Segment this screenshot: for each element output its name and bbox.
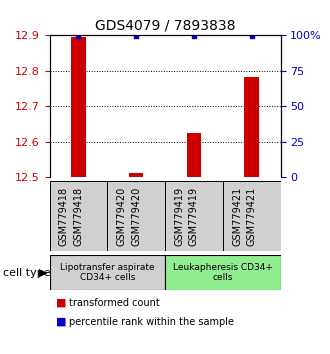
Text: GSM779418: GSM779418 xyxy=(73,186,83,246)
Text: GSM779419: GSM779419 xyxy=(189,186,199,246)
Bar xyxy=(187,133,201,177)
Bar xyxy=(165,181,223,251)
Bar xyxy=(129,173,143,177)
Text: GSM779420: GSM779420 xyxy=(117,186,127,246)
Text: ▶: ▶ xyxy=(39,268,47,278)
Bar xyxy=(165,255,280,290)
Text: transformed count: transformed count xyxy=(69,298,160,308)
Text: ■: ■ xyxy=(56,317,67,327)
Text: GSM779421: GSM779421 xyxy=(247,186,257,246)
Point xyxy=(249,33,254,39)
Point xyxy=(76,33,81,39)
Text: Lipotransfer aspirate
CD34+ cells: Lipotransfer aspirate CD34+ cells xyxy=(60,263,154,282)
Bar xyxy=(245,77,259,177)
Text: GSM779420: GSM779420 xyxy=(131,186,141,246)
Bar xyxy=(71,37,85,177)
Text: ■: ■ xyxy=(56,298,67,308)
Bar xyxy=(223,181,280,251)
Point xyxy=(133,33,139,39)
Bar xyxy=(50,181,107,251)
Text: percentile rank within the sample: percentile rank within the sample xyxy=(69,317,234,327)
Text: GSM779419: GSM779419 xyxy=(175,186,184,246)
Text: Leukapheresis CD34+
cells: Leukapheresis CD34+ cells xyxy=(173,263,273,282)
Text: GSM779421: GSM779421 xyxy=(232,186,242,246)
Bar xyxy=(107,181,165,251)
Point xyxy=(191,33,197,39)
Title: GDS4079 / 7893838: GDS4079 / 7893838 xyxy=(95,19,235,33)
Text: GSM779418: GSM779418 xyxy=(59,186,69,246)
Bar xyxy=(50,255,165,290)
Text: cell type: cell type xyxy=(3,268,51,278)
